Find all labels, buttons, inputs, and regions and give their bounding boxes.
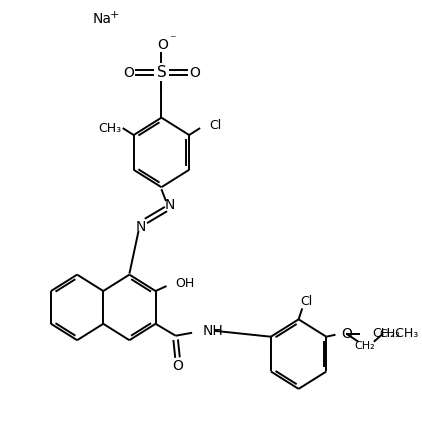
Text: O: O (341, 327, 352, 341)
Text: Na: Na (93, 12, 112, 26)
Text: O: O (157, 38, 168, 52)
Text: NH: NH (203, 324, 224, 338)
Text: CH₂CH₃: CH₂CH₃ (372, 327, 418, 340)
Text: CH₃: CH₃ (379, 329, 400, 339)
Text: CH₃: CH₃ (99, 122, 122, 135)
Text: CH₂: CH₂ (354, 341, 375, 351)
Text: S: S (157, 65, 166, 81)
Text: Cl: Cl (209, 119, 222, 132)
Text: +: + (110, 10, 119, 20)
Text: ⁻: ⁻ (169, 34, 176, 47)
Text: N: N (165, 198, 175, 212)
Text: O: O (172, 359, 183, 372)
Text: N: N (136, 220, 146, 234)
Text: O: O (123, 66, 134, 80)
Text: Cl: Cl (300, 295, 312, 308)
Text: O: O (189, 66, 200, 80)
Text: OH: OH (176, 277, 195, 290)
